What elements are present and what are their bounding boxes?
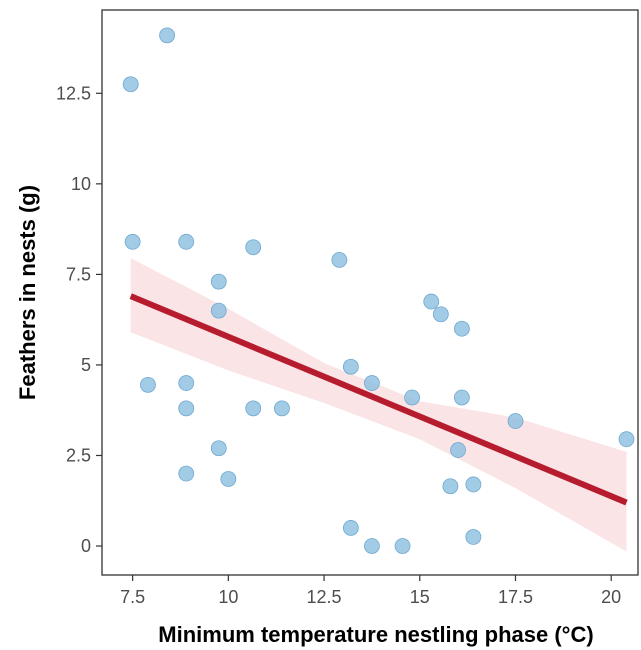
data-point (364, 538, 380, 554)
data-point (507, 413, 524, 429)
y-axis-ticks: 0 2.5 5 7.5 10 12.5 (56, 83, 102, 556)
x-tick-label: 10 (218, 587, 238, 607)
x-tick-label: 12.5 (307, 587, 342, 607)
data-point (124, 233, 141, 250)
data-point (140, 376, 156, 393)
data-point (450, 442, 466, 458)
data-point (394, 538, 411, 554)
data-point (618, 431, 635, 448)
data-point (178, 375, 195, 391)
data-point (210, 440, 227, 457)
data-point (442, 478, 459, 495)
confidence-band (130, 258, 627, 552)
x-axis-title: Minimum temperature nestling phase (°C) (158, 622, 593, 647)
data-point (159, 27, 175, 44)
regression-line (129, 293, 628, 506)
data-point (423, 293, 440, 310)
x-tick-label: 17.5 (498, 587, 533, 607)
y-axis-title: Feathers in nests (g) (15, 185, 40, 400)
data-point (404, 389, 421, 406)
data-point (220, 471, 237, 487)
data-point (178, 400, 195, 417)
x-tick-label: 20 (601, 587, 621, 607)
data-point (432, 306, 449, 323)
y-tick-label: 0 (81, 536, 91, 556)
data-point (210, 273, 227, 290)
data-point (245, 239, 262, 256)
y-tick-label: 10 (71, 174, 91, 194)
data-point (465, 476, 482, 493)
data-point (274, 400, 290, 417)
data-point (465, 529, 482, 545)
data-point (364, 375, 380, 391)
y-tick-label: 7.5 (66, 264, 91, 284)
y-tick-label: 2.5 (66, 445, 91, 465)
y-tick-label: 12.5 (56, 83, 91, 103)
data-point (342, 520, 359, 536)
data-points-layer (122, 27, 635, 554)
data-point (245, 400, 262, 417)
x-tick-label: 15 (410, 587, 430, 607)
plot-panel-border (101, 9, 639, 576)
fit-line-layer (129, 293, 628, 506)
confidence-band-layer (130, 258, 627, 552)
data-point (453, 320, 470, 337)
x-axis-ticks: 7.5 10 12.5 15 17.5 20 (120, 575, 621, 607)
y-tick-label: 5 (81, 355, 91, 375)
data-point (178, 465, 195, 482)
data-point (331, 252, 348, 268)
data-point (453, 389, 470, 406)
data-point (342, 358, 359, 375)
x-tick-label: 7.5 (120, 587, 145, 607)
data-point (210, 302, 227, 319)
data-point (178, 233, 195, 250)
data-point (122, 76, 139, 93)
